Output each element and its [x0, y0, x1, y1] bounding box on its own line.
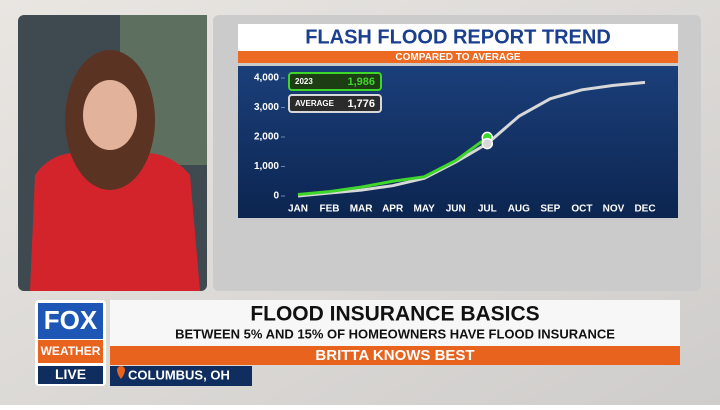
y-tick-label: 2,000 [254, 132, 279, 143]
headline: FLOOD INSURANCE BASICS [250, 303, 539, 326]
legend-label: AVERAGE [295, 99, 335, 108]
x-tick-label: SEP [540, 204, 560, 215]
logo-top [38, 303, 103, 339]
title-banner [238, 24, 678, 51]
point-marker [481, 137, 494, 150]
legend-box [288, 72, 382, 91]
logo-channel: WEATHER [41, 344, 101, 358]
x-tick-label: MAY [414, 204, 436, 215]
logo-status: LIVE [55, 366, 86, 382]
y-tick-label: 0 [273, 191, 279, 202]
chart-title: FLASH FLOOD REPORT TREND [305, 26, 611, 48]
location-pin [117, 366, 125, 379]
location-bar [110, 366, 252, 386]
legend-value: 1,986 [347, 76, 375, 88]
location: COLUMBUS, OH [128, 367, 230, 382]
headline-box [110, 300, 680, 346]
y-tick-label: 4,000 [254, 73, 279, 84]
series-line [297, 80, 646, 198]
legend-box [288, 94, 382, 113]
logo-mid [38, 340, 103, 363]
chart: 0 1,000 2,000 3,000 4,000 JAN FEB MAR APR MAY JUN J… [254, 72, 656, 215]
x-tick-label: FEB [320, 204, 340, 215]
show-name: BRITTA KNOWS BEST [315, 347, 474, 364]
x-tick-label: APR [382, 204, 404, 215]
x-tick-label: NOV [603, 204, 625, 215]
logo-bottom [38, 366, 103, 384]
subhead: BETWEEN 5% AND 15% OF HOMEOWNERS HAVE FL… [175, 326, 615, 341]
series-line [297, 136, 489, 197]
show-bar [110, 346, 680, 365]
logo-brand: FOX [44, 305, 98, 335]
presenter-video [18, 15, 207, 291]
y-tick-label: 3,000 [254, 102, 279, 113]
x-tick-label: JUL [478, 204, 497, 215]
legend-label: 2023 [295, 77, 313, 86]
legend-value: 1,776 [347, 98, 375, 110]
x-tick-label: JAN [288, 204, 308, 215]
x-tick-label: MAR [350, 204, 374, 215]
x-tick-label: DEC [634, 204, 655, 215]
x-tick-label: JUN [446, 204, 466, 215]
x-tick-label: AUG [508, 204, 530, 215]
y-tick-label: 1,000 [254, 161, 279, 172]
x-tick-label: OCT [571, 204, 592, 215]
subtitle-bar [238, 51, 678, 63]
chart-subtitle: COMPARED TO AVERAGE [395, 52, 521, 63]
